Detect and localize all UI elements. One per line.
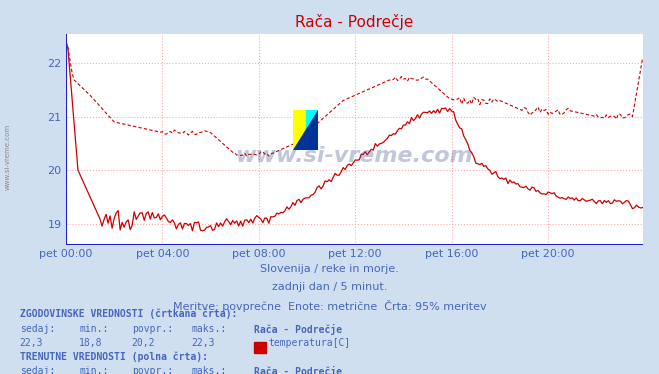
Text: www.si-vreme.com: www.si-vreme.com [235,146,473,166]
Text: TRENUTNE VREDNOSTI (polna črta):: TRENUTNE VREDNOSTI (polna črta): [20,352,208,362]
Text: min.:: min.: [79,324,109,334]
Bar [306,110,318,150]
Text: maks.:: maks.: [191,324,226,334]
Text: 22,3: 22,3 [20,338,43,349]
Text: www.si-vreme.com: www.si-vreme.com [5,124,11,190]
Text: 20,2: 20,2 [132,338,156,349]
Text: maks.:: maks.: [191,366,226,374]
Text: temperatura[C]: temperatura[C] [268,338,351,349]
Text: 22,3: 22,3 [191,338,215,349]
Text: sedaj:: sedaj: [20,366,55,374]
Text: povpr.:: povpr.: [132,324,173,334]
Bar [293,110,306,150]
Text: ZGODOVINSKE VREDNOSTI (črtkana črta):: ZGODOVINSKE VREDNOSTI (črtkana črta): [20,309,237,319]
Text: sedaj:: sedaj: [20,324,55,334]
Text: min.:: min.: [79,366,109,374]
Text: Slovenija / reke in morje.: Slovenija / reke in morje. [260,264,399,274]
Polygon shape [293,110,318,150]
Text: 18,8: 18,8 [79,338,103,349]
Text: Meritve: povprečne  Enote: metrične  Črta: 95% meritev: Meritve: povprečne Enote: metrične Črta:… [173,300,486,312]
Title: Rača - Podrečje: Rača - Podrečje [295,14,413,30]
Text: povpr.:: povpr.: [132,366,173,374]
Text: Rača - Podrečje: Rača - Podrečje [254,324,342,334]
Text: zadnji dan / 5 minut.: zadnji dan / 5 minut. [272,282,387,292]
Text: Rača - Podrečje: Rača - Podrečje [254,366,342,374]
